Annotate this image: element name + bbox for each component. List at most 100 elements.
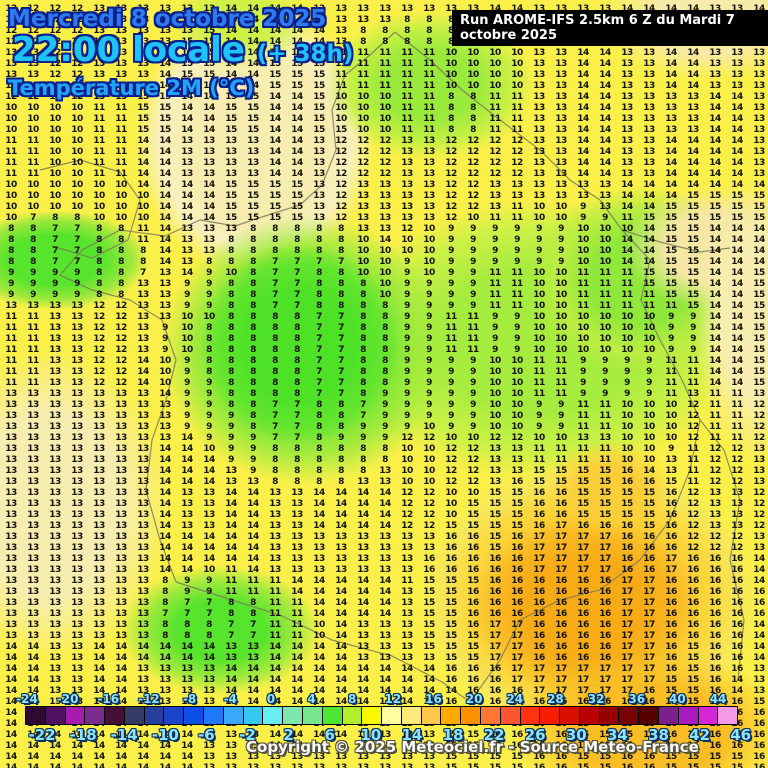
temperature-cell: 13 — [401, 136, 413, 146]
temperature-cell: 13 — [137, 15, 149, 25]
temperature-cell: 14 — [643, 466, 655, 476]
temperature-cell: 12 — [71, 81, 83, 91]
temperature-cell: 10 — [423, 268, 435, 278]
temperature-cell: 8 — [272, 367, 278, 377]
temperature-cell: 15 — [665, 257, 677, 267]
temperature-cell: 8 — [162, 576, 168, 586]
temperature-cell: 14 — [731, 103, 743, 113]
temperature-cell: 12 — [511, 147, 523, 157]
temperature-cell: 13 — [49, 565, 61, 575]
temperature-cell: 13 — [5, 455, 17, 465]
temperature-cell: 14 — [291, 26, 303, 36]
temperature-cell: 10 — [489, 378, 501, 388]
temperature-cell: 16 — [489, 598, 501, 608]
temperature-cell: 11 — [489, 213, 501, 223]
temperature-cell: 17 — [621, 653, 633, 663]
temperature-cell: 8 — [250, 279, 256, 289]
temperature-cell: 10 — [533, 290, 545, 300]
temperature-cell: 13 — [753, 158, 765, 168]
temperature-cell: 9 — [206, 301, 212, 311]
colorbar-block — [659, 707, 679, 724]
temperature-cell: 12 — [335, 147, 347, 157]
temperature-cell: 11 — [5, 136, 17, 146]
temperature-cell: 9 — [382, 433, 388, 443]
temperature-cell: 9 — [668, 323, 674, 333]
temperature-cell: 13 — [115, 48, 127, 58]
temperature-cell: 13 — [533, 169, 545, 179]
temperature-cell: 8 — [272, 378, 278, 388]
colorbar-tick-label: 42 — [689, 726, 711, 744]
temperature-cell: 11 — [621, 301, 633, 311]
temperature-cell: 9 — [382, 389, 388, 399]
temperature-cell: 9 — [30, 290, 36, 300]
temperature-cell: 10 — [27, 202, 39, 212]
temperature-cell: 11 — [93, 158, 105, 168]
temperature-cell: 13 — [313, 147, 325, 157]
temperature-cell: 8 — [404, 15, 410, 25]
temperature-cell: 15 — [643, 521, 655, 531]
temperature-cell: 16 — [709, 741, 721, 751]
temperature-cell: 8 — [118, 257, 124, 267]
temperature-cell: 13 — [181, 499, 193, 509]
temperature-cell: 13 — [137, 81, 149, 91]
temperature-cell: 10 — [5, 213, 17, 223]
colorbar-tick-label: -8 — [182, 692, 197, 706]
colorbar-block — [560, 707, 580, 724]
temperature-cell: 14 — [225, 488, 237, 498]
temperature-cell: 9 — [404, 400, 410, 410]
temperature-cell: 12 — [357, 169, 369, 179]
temperature-cell: 8 — [294, 367, 300, 377]
temperature-cell: 14 — [731, 323, 743, 333]
temperature-cell: 9 — [228, 444, 234, 454]
temperature-cell: 8 — [360, 37, 366, 47]
temperature-cell: 7 — [360, 400, 366, 410]
temperature-cell: 9 — [492, 323, 498, 333]
temperature-cell: 11 — [467, 323, 479, 333]
temperature-cell: 15 — [753, 191, 765, 201]
temperature-cell: 13 — [49, 378, 61, 388]
grid-row: 13 13 13 13 13 13 13 14 14 10 9 9 8 8 8 8 8 8 10 10 12 12 13 13… — [0, 440, 768, 454]
temperature-cell: 8 — [118, 290, 124, 300]
temperature-cell: 8 — [360, 290, 366, 300]
temperature-cell: 13 — [665, 103, 677, 113]
temperature-cell: 11 — [5, 334, 17, 344]
temperature-cell: 17 — [511, 653, 523, 663]
temperature-cell: 15 — [687, 664, 699, 674]
temperature-cell: 7 — [316, 356, 322, 366]
temperature-cell: 14 — [269, 37, 281, 47]
temperature-cell: 10 — [511, 422, 523, 432]
temperature-cell: 9 — [404, 279, 410, 289]
temperature-cell: 17 — [599, 686, 611, 696]
temperature-cell: 13 — [93, 587, 105, 597]
temperature-cell: 16 — [555, 631, 567, 641]
temperature-cell: 16 — [709, 565, 721, 575]
temperature-cell: 10 — [665, 433, 677, 443]
temperature-cell: 8 — [96, 290, 102, 300]
temperature-cell: 12 — [467, 136, 479, 146]
temperature-cell: 9 — [162, 323, 168, 333]
temperature-cell: 9 — [448, 378, 454, 388]
temperature-cell: 14 — [247, 543, 259, 553]
temperature-cell: 13 — [71, 576, 83, 586]
temperature-cell: 15 — [423, 620, 435, 630]
temperature-cell: 8 — [118, 246, 124, 256]
temperature-cell: 8 — [360, 455, 366, 465]
temperature-cell: 12 — [687, 411, 699, 421]
temperature-cell: 16 — [687, 631, 699, 641]
colorbar-tick-label: 14 — [401, 726, 423, 744]
temperature-cell: 13 — [137, 26, 149, 36]
temperature-cell: 14 — [731, 301, 743, 311]
temperature-cell: 8 — [228, 345, 234, 355]
temperature-cell: 13 — [49, 323, 61, 333]
temperature-cell: 14 — [5, 741, 17, 751]
temperature-cell: 16 — [731, 664, 743, 674]
temperature-cell: 17 — [489, 631, 501, 641]
temperature-cell: 14 — [181, 213, 193, 223]
temperature-cell: 11 — [115, 147, 127, 157]
temperature-cell: 14 — [137, 158, 149, 168]
temperature-cell: 11 — [401, 92, 413, 102]
temperature-cell: 12 — [687, 510, 699, 520]
temperature-cell: 13 — [137, 433, 149, 443]
temperature-cell: 9 — [426, 323, 432, 333]
